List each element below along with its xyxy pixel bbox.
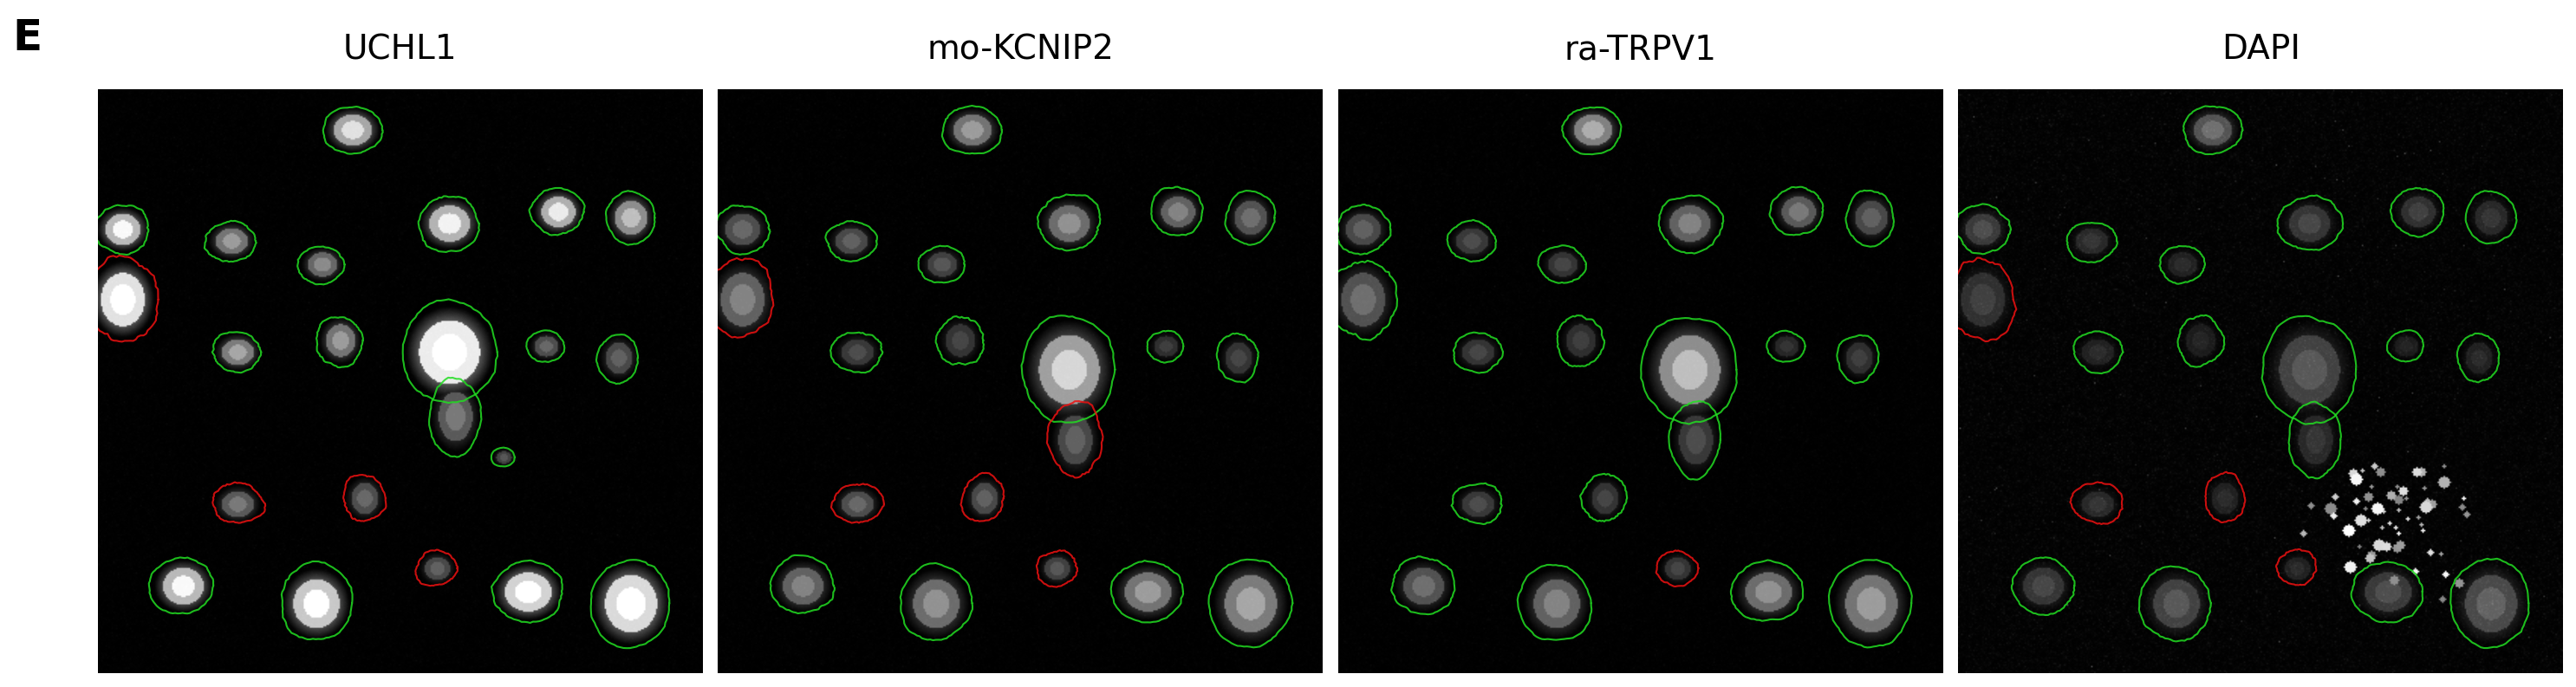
Text: mo-KCNIP2: mo-KCNIP2 <box>927 34 1113 66</box>
Text: DAPI: DAPI <box>2221 34 2300 66</box>
Text: UCHL1: UCHL1 <box>343 34 459 66</box>
Text: E: E <box>13 17 41 59</box>
Text: ra-TRPV1: ra-TRPV1 <box>1564 34 1716 66</box>
